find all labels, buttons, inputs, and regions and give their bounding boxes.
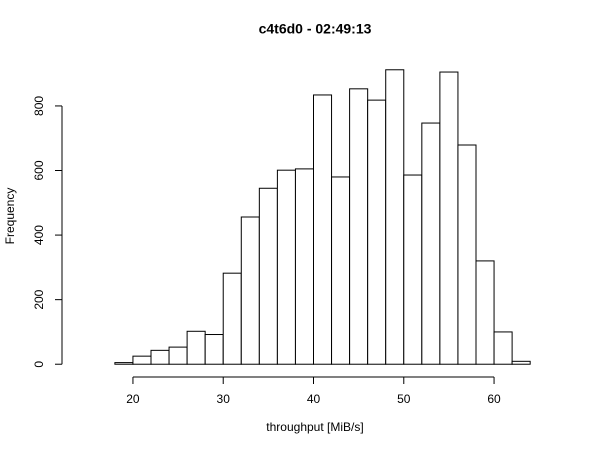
bar bbox=[294, 168, 315, 365]
chart-title: c4t6d0 - 02:49:13 bbox=[259, 21, 372, 37]
bar bbox=[150, 349, 170, 365]
y-tick-label: 800 bbox=[32, 96, 46, 116]
y-tick-label: 600 bbox=[32, 160, 46, 180]
x-tick-label: 30 bbox=[217, 392, 231, 406]
bar bbox=[276, 169, 296, 365]
x-tick-label: 50 bbox=[397, 392, 411, 406]
bar bbox=[367, 99, 387, 365]
bar bbox=[403, 174, 423, 365]
bar bbox=[114, 362, 134, 365]
bar bbox=[457, 144, 477, 365]
bar bbox=[349, 88, 369, 365]
bar bbox=[475, 260, 495, 365]
y-tick-label: 400 bbox=[32, 225, 46, 245]
y-tick-label: 0 bbox=[32, 361, 46, 368]
bar bbox=[511, 360, 531, 365]
x-tick-label: 20 bbox=[126, 392, 140, 406]
bar bbox=[168, 346, 188, 365]
bar bbox=[258, 187, 278, 365]
y-tick-label: 200 bbox=[32, 289, 46, 309]
bar bbox=[204, 334, 224, 365]
bar bbox=[313, 94, 333, 365]
bar bbox=[385, 69, 405, 365]
y-axis-label: Frequency bbox=[3, 188, 17, 245]
x-tick-label: 40 bbox=[307, 392, 321, 406]
bar bbox=[439, 71, 459, 365]
bar bbox=[132, 355, 152, 365]
bar bbox=[240, 216, 260, 365]
bar bbox=[331, 176, 351, 365]
x-tick-label: 60 bbox=[487, 392, 501, 406]
bar bbox=[421, 122, 441, 365]
bar bbox=[222, 272, 242, 365]
bar bbox=[186, 330, 206, 365]
bar bbox=[493, 331, 513, 365]
x-axis-label: throughput [MiB/s] bbox=[266, 420, 363, 434]
